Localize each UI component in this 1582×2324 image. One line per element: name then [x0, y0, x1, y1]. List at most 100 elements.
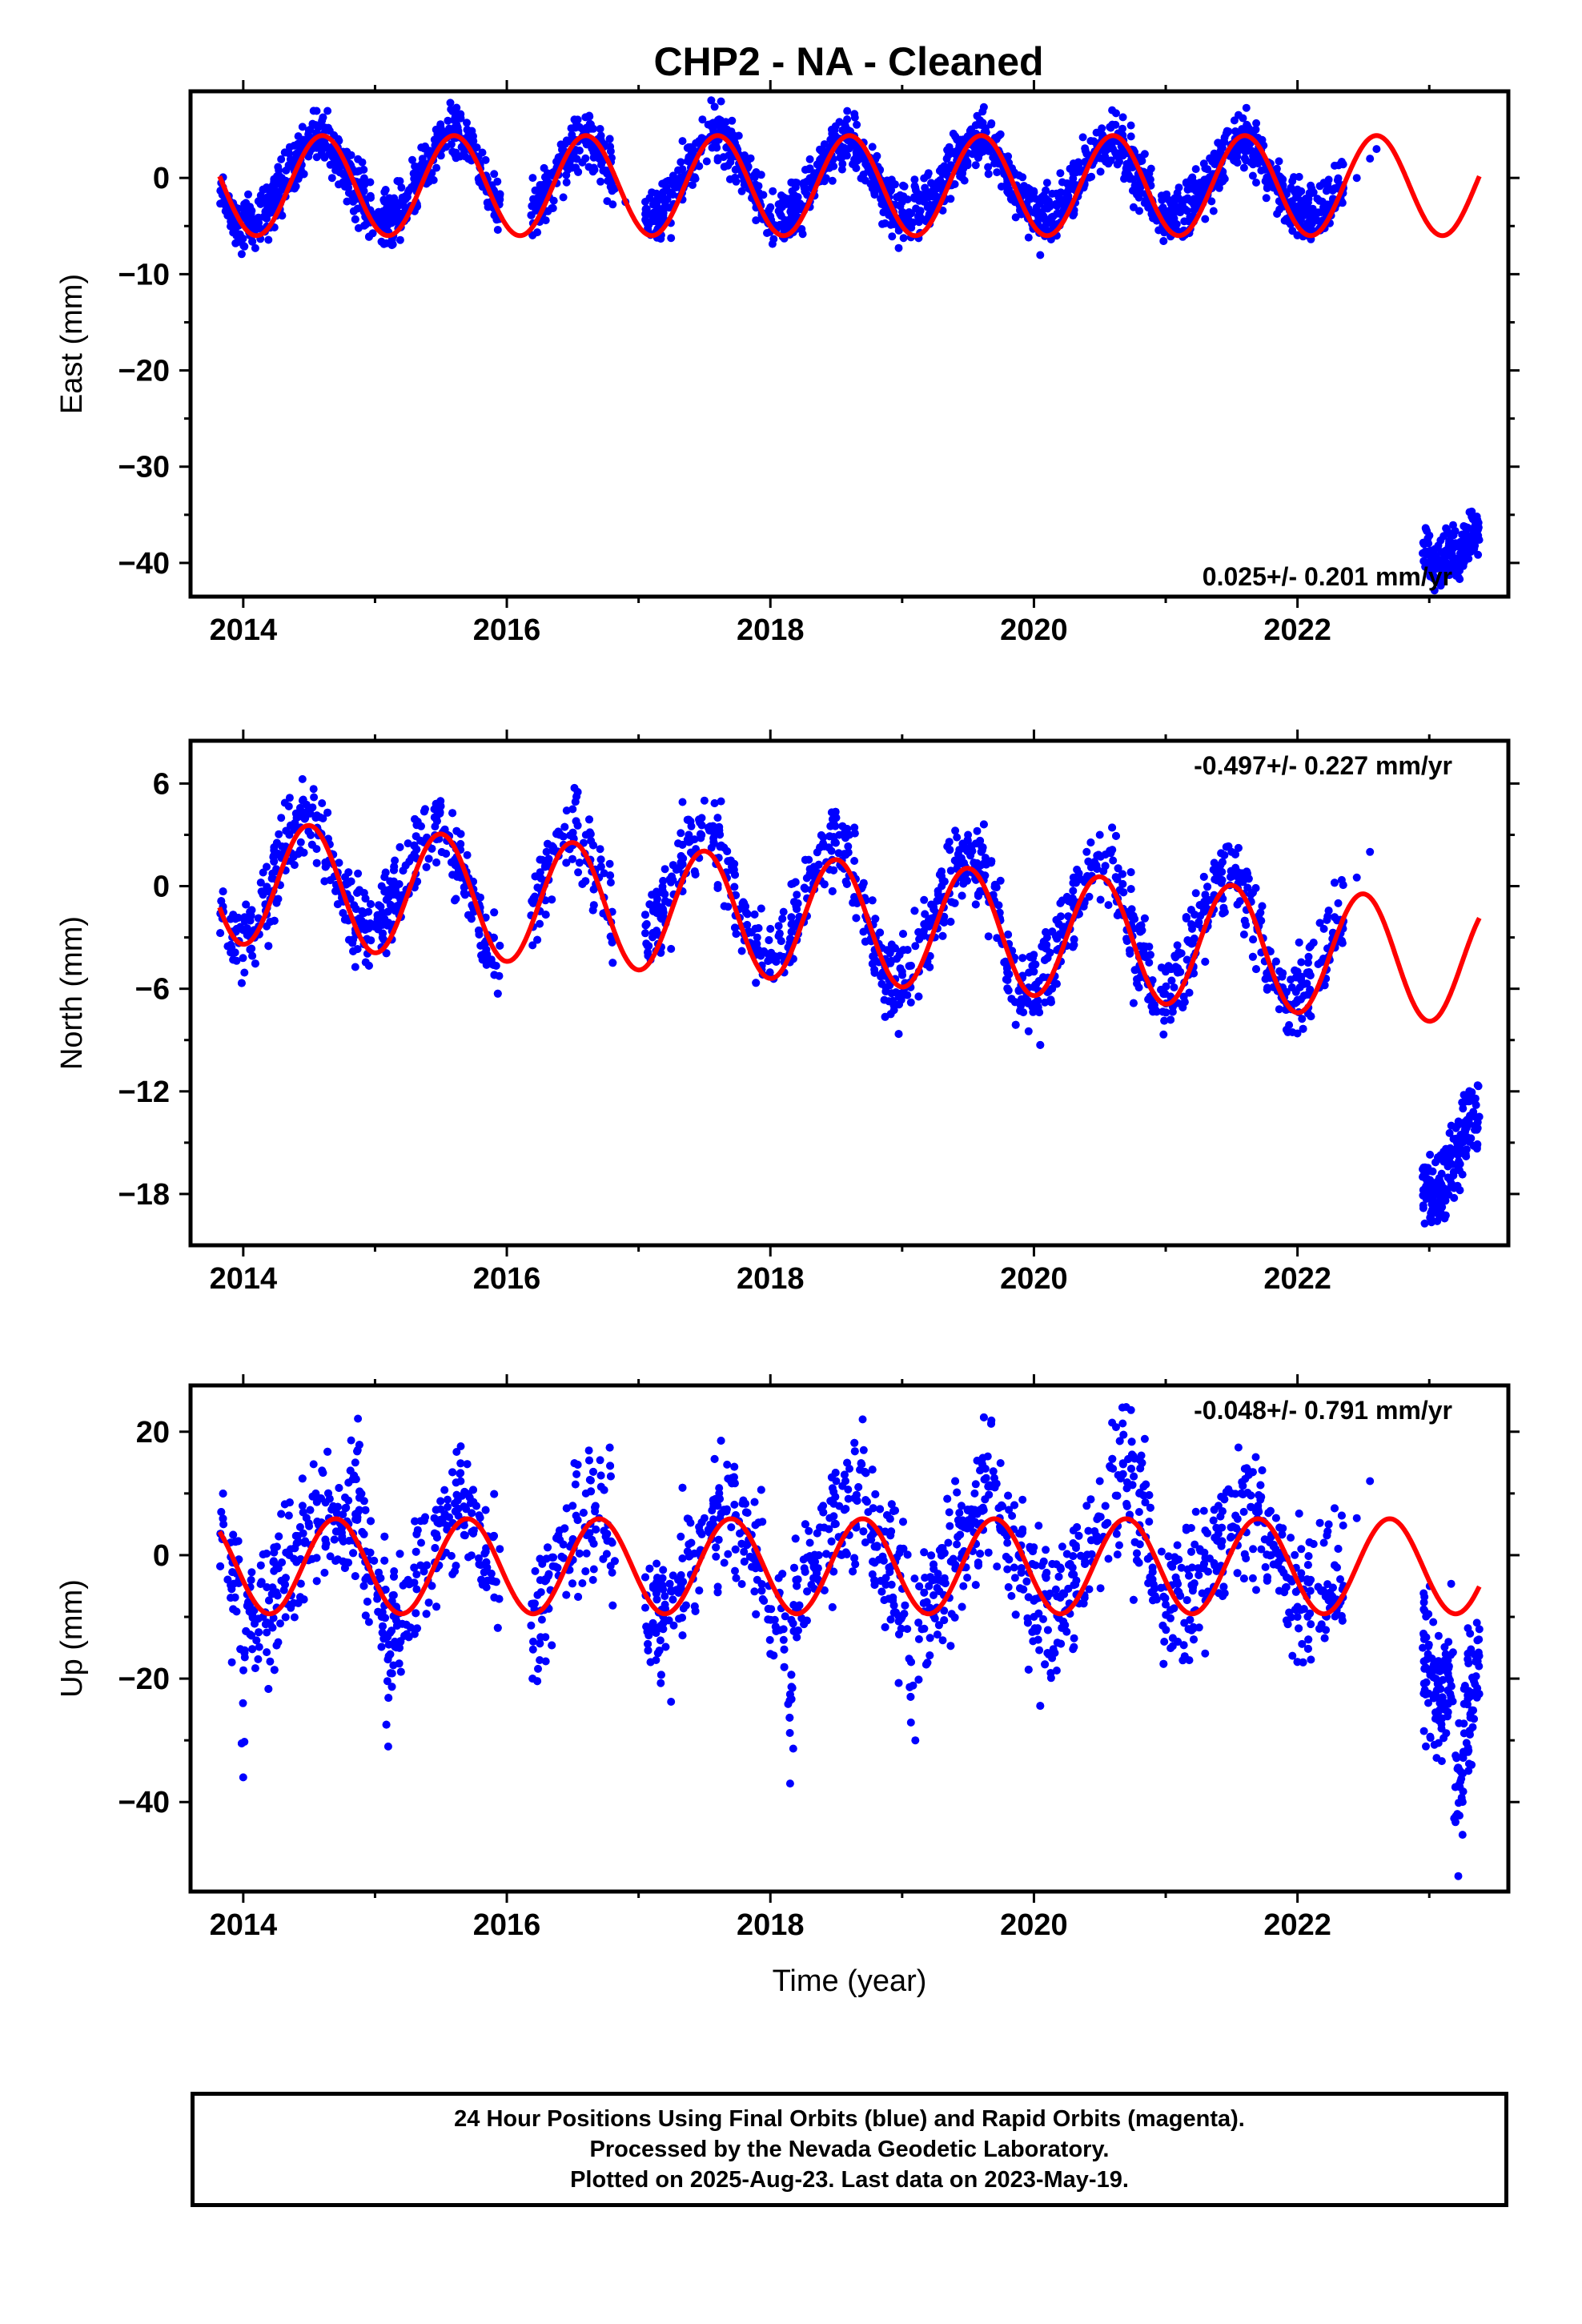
data-point [1251, 884, 1260, 892]
data-point [259, 185, 267, 194]
x-tick-label: 2016 [473, 613, 541, 647]
east-points [216, 96, 1484, 595]
x-tick-label: 2022 [1263, 613, 1331, 647]
data-point [793, 179, 801, 187]
data-point [371, 210, 379, 219]
data-point [231, 239, 240, 247]
data-point [1042, 186, 1050, 195]
data-point [870, 191, 879, 199]
data-point [831, 122, 840, 131]
data-point [1189, 197, 1197, 206]
data-point [707, 96, 716, 105]
data-point [1004, 931, 1013, 939]
data-point [687, 150, 696, 159]
data-point [1287, 184, 1295, 193]
data-point [248, 951, 257, 960]
data-point [1231, 127, 1239, 135]
data-point [536, 855, 544, 864]
data-point [263, 862, 271, 871]
north-points [216, 774, 1484, 1228]
data-point [589, 885, 598, 894]
data-point [1159, 237, 1168, 245]
data-point [422, 862, 431, 871]
data-point [496, 195, 504, 204]
data-point [1112, 109, 1120, 118]
data-point [376, 903, 385, 911]
data-point [946, 195, 955, 203]
data-point [909, 218, 917, 227]
data-point [897, 995, 905, 1004]
data-point [1422, 525, 1431, 534]
data-point [641, 921, 650, 930]
data-point [1458, 549, 1467, 557]
data-point [1036, 1040, 1045, 1049]
data-point [1026, 952, 1034, 961]
data-point [1303, 959, 1312, 967]
data-point [606, 143, 615, 151]
data-point [765, 968, 774, 977]
data-point [1113, 160, 1122, 169]
data-point [448, 809, 457, 818]
data-point [746, 154, 755, 163]
data-point [752, 979, 761, 987]
data-point [925, 193, 934, 202]
data-point [256, 879, 265, 887]
data-point [849, 142, 857, 151]
data-point [661, 897, 669, 906]
data-point [850, 857, 859, 865]
data-point [565, 845, 574, 854]
data-point [1460, 557, 1468, 566]
data-point [717, 797, 725, 806]
data-point [1234, 147, 1242, 156]
data-point [1126, 132, 1135, 141]
data-point [1096, 895, 1105, 904]
data-point [1262, 194, 1271, 203]
data-point [1069, 211, 1078, 220]
data-point [1293, 231, 1302, 239]
data-point [732, 930, 741, 939]
data-point [1172, 963, 1181, 972]
data-point [1271, 957, 1280, 966]
data-point [585, 119, 594, 128]
data-point [717, 97, 725, 106]
data-point [940, 918, 949, 927]
data-point [1298, 1015, 1307, 1023]
data-point [456, 830, 465, 838]
data-point [420, 807, 428, 816]
data-point [277, 155, 286, 163]
data-point [373, 911, 382, 919]
data-point [1064, 912, 1073, 921]
data-point [1248, 171, 1257, 180]
data-point [1243, 883, 1252, 892]
data-point [787, 913, 796, 922]
data-point [752, 216, 761, 225]
data-point [1240, 916, 1249, 925]
data-point [974, 891, 982, 900]
data-point [731, 923, 739, 932]
data-point [903, 946, 912, 955]
data-point [850, 823, 859, 832]
data-point [864, 167, 873, 175]
data-point [790, 898, 798, 907]
data-point [1239, 930, 1248, 939]
data-point [1106, 123, 1115, 132]
data-point [817, 147, 825, 155]
data-point [1218, 858, 1227, 866]
data-point [596, 177, 605, 186]
data-point [1474, 550, 1483, 559]
data-point [678, 798, 687, 806]
data-point [272, 175, 280, 184]
data-point [829, 866, 838, 875]
data-point [309, 785, 318, 794]
data-point [1133, 191, 1141, 199]
data-point [641, 911, 649, 919]
data-point [979, 820, 988, 829]
data-point [853, 120, 861, 129]
data-point [1444, 539, 1453, 548]
data-point [418, 155, 427, 163]
data-point [1114, 864, 1122, 873]
data-point [318, 799, 327, 807]
data-point [683, 157, 692, 166]
data-point [1307, 221, 1315, 230]
data-point [386, 890, 395, 898]
